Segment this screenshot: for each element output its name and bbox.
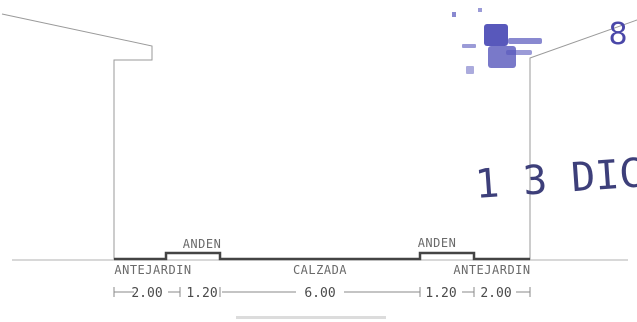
stamp-ink-mark [452,8,542,74]
anden-left-label: ANDEN [183,237,222,251]
road-profile [114,251,530,261]
dimension-line [113,287,531,297]
dimension-anden-right: 1.20 [425,286,456,301]
dimension-anden-left: 1.20 [186,286,217,301]
antejardin-right-label: ANTEJARDIN [453,263,530,277]
anden-right-label: ANDEN [418,236,457,250]
stamp-number: 8 [608,17,627,52]
stamp-date: 1 3 DIC [473,150,637,208]
faint-scan-mark [236,316,386,319]
left-building-outline [1,13,153,260]
calzada-label: CALZADA [293,263,347,277]
dimension-calzada: 6.00 [304,286,335,301]
dimension-antejardin-right: 2.00 [480,286,511,301]
dimension-antejardin-left: 2.00 [131,286,162,301]
right-building-outline [529,19,637,260]
antejardin-left-label: ANTEJARDIN [114,263,191,277]
